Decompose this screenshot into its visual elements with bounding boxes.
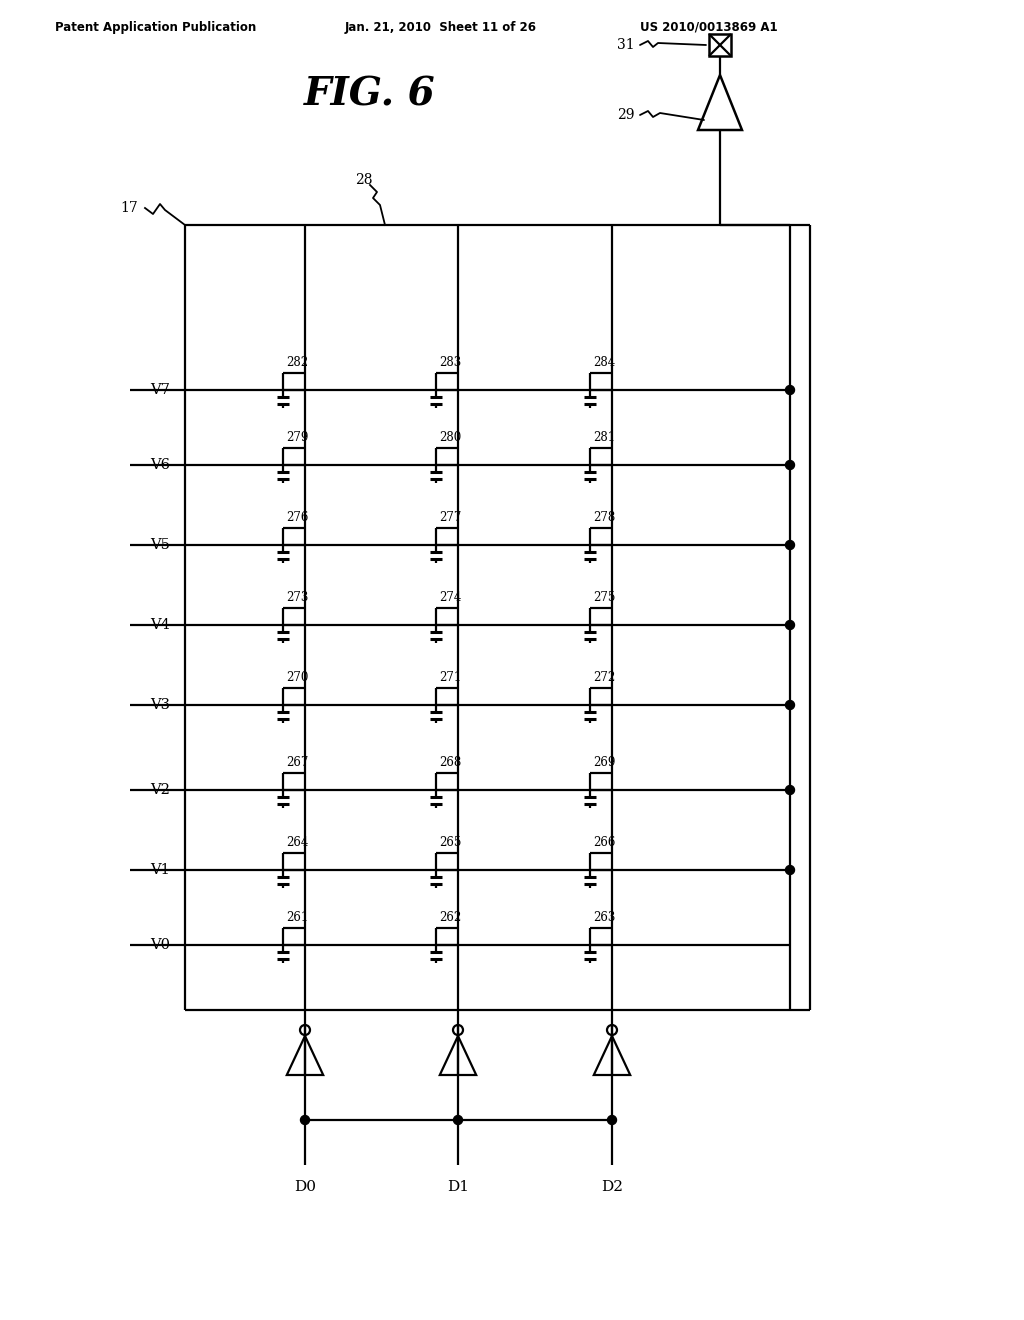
Text: 271: 271 <box>439 671 461 684</box>
Circle shape <box>785 701 795 710</box>
Circle shape <box>785 540 795 549</box>
Text: 280: 280 <box>439 432 461 444</box>
Text: 262: 262 <box>439 911 461 924</box>
Text: V7: V7 <box>151 383 170 397</box>
Text: 282: 282 <box>286 356 308 370</box>
Text: 284: 284 <box>593 356 615 370</box>
Text: V1: V1 <box>151 863 170 876</box>
Text: Patent Application Publication: Patent Application Publication <box>55 21 256 33</box>
Text: 265: 265 <box>439 836 462 849</box>
Text: D0: D0 <box>294 1180 316 1195</box>
Text: 17: 17 <box>120 201 138 215</box>
Text: 269: 269 <box>593 756 615 770</box>
Text: 278: 278 <box>593 511 615 524</box>
Circle shape <box>785 461 795 470</box>
Bar <box>709 34 731 55</box>
Circle shape <box>454 1115 463 1125</box>
Text: 266: 266 <box>593 836 615 849</box>
Text: 261: 261 <box>286 911 308 924</box>
Text: 267: 267 <box>286 756 308 770</box>
Circle shape <box>607 1115 616 1125</box>
Text: 270: 270 <box>286 671 308 684</box>
Text: 273: 273 <box>286 591 308 605</box>
Text: FIG. 6: FIG. 6 <box>304 77 436 114</box>
Text: Jan. 21, 2010  Sheet 11 of 26: Jan. 21, 2010 Sheet 11 of 26 <box>345 21 537 33</box>
Circle shape <box>785 385 795 395</box>
Circle shape <box>785 620 795 630</box>
Circle shape <box>785 785 795 795</box>
Text: D2: D2 <box>601 1180 623 1195</box>
Text: 274: 274 <box>439 591 462 605</box>
Text: US 2010/0013869 A1: US 2010/0013869 A1 <box>640 21 777 33</box>
Text: V0: V0 <box>150 939 170 952</box>
Text: 263: 263 <box>593 911 615 924</box>
Text: 31: 31 <box>617 38 635 51</box>
Text: 264: 264 <box>286 836 308 849</box>
Text: V5: V5 <box>151 539 170 552</box>
Text: V6: V6 <box>150 458 170 473</box>
Text: V4: V4 <box>151 618 170 632</box>
Text: 268: 268 <box>439 756 461 770</box>
Text: 283: 283 <box>439 356 461 370</box>
Text: V3: V3 <box>150 698 170 711</box>
Text: 29: 29 <box>617 108 635 121</box>
Circle shape <box>785 866 795 874</box>
Text: 272: 272 <box>593 671 615 684</box>
Text: V2: V2 <box>151 783 170 797</box>
Text: 275: 275 <box>593 591 615 605</box>
Text: 276: 276 <box>286 511 308 524</box>
Text: 277: 277 <box>439 511 462 524</box>
Text: 281: 281 <box>593 432 615 444</box>
Text: 28: 28 <box>355 173 373 187</box>
Text: D1: D1 <box>447 1180 469 1195</box>
Text: 279: 279 <box>286 432 308 444</box>
Circle shape <box>300 1115 309 1125</box>
